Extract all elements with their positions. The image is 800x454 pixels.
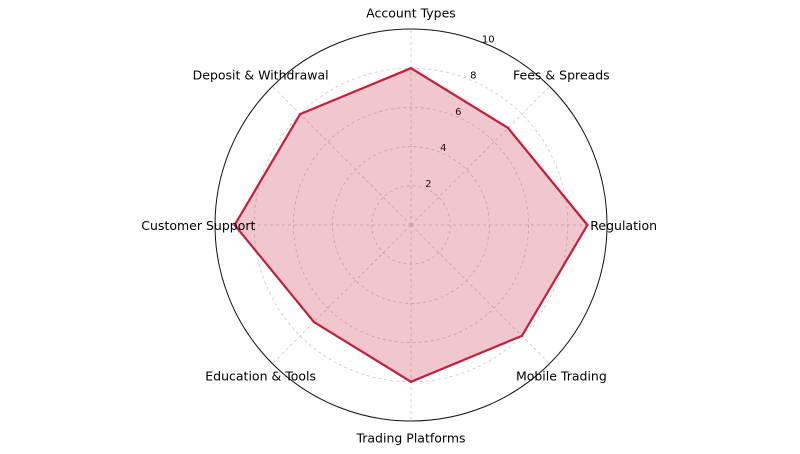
data-point	[586, 223, 589, 227]
r-tick-label: 8	[470, 71, 476, 82]
category-label: Education & Tools	[205, 368, 316, 383]
r-tick-label: 10	[482, 34, 495, 45]
category-label: Customer Support	[141, 218, 255, 233]
data-series-polygon	[233, 67, 589, 383]
data-point	[506, 126, 510, 130]
data-point	[409, 67, 413, 70]
r-tick-label: 2	[425, 179, 431, 190]
outer-ring	[214, 28, 608, 422]
grid-spoke	[410, 224, 550, 364]
grid-ring	[292, 107, 529, 343]
data-point	[520, 334, 524, 338]
category-label: Trading Platforms	[355, 431, 465, 446]
r-tick-label: 4	[440, 143, 446, 154]
category-label: Account Types	[366, 5, 456, 20]
category-label: Regulation	[590, 218, 657, 233]
data-point	[409, 380, 413, 383]
category-label: Mobile Trading	[516, 368, 607, 383]
category-label: Deposit & Withdrawal	[193, 68, 329, 83]
category-label: Fees & Spreads	[513, 68, 610, 83]
grid-spoke	[272, 224, 412, 364]
grid-spoke	[410, 86, 550, 226]
data-point	[298, 112, 302, 116]
grid-spoke	[272, 86, 412, 226]
grid-ring	[371, 185, 451, 265]
data-point	[233, 223, 236, 227]
r-tick-label: 6	[455, 107, 461, 118]
data-point	[312, 320, 316, 324]
